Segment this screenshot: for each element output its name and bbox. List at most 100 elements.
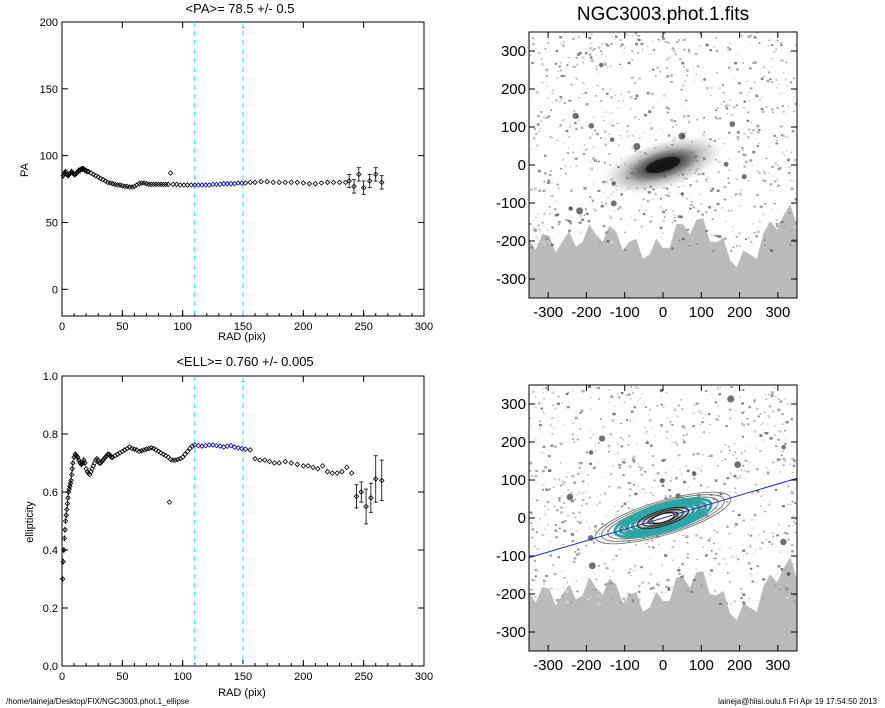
noise-speck <box>701 172 705 176</box>
noise-speck <box>596 595 600 598</box>
field-star <box>572 112 579 119</box>
noise-speck <box>703 78 707 81</box>
noise-speck <box>565 590 569 593</box>
noise-speck <box>717 388 719 390</box>
noise-speck <box>678 572 681 575</box>
noise-speck <box>759 450 762 453</box>
noise-speck <box>537 51 541 55</box>
noise-speck <box>662 219 666 223</box>
noise-speck <box>746 94 748 96</box>
noise-speck <box>778 398 780 400</box>
pa-data-point <box>90 171 97 178</box>
noise-speck <box>726 113 729 115</box>
noise-speck <box>683 80 687 82</box>
noise-speck <box>704 210 708 214</box>
noise-speck <box>716 202 720 206</box>
noise-speck <box>662 130 665 132</box>
noise-speck <box>784 460 787 462</box>
noise-speck <box>664 40 667 43</box>
noise-speck <box>728 453 730 455</box>
noise-speck <box>606 582 610 585</box>
pa-y-tick-label: 0 <box>52 284 58 296</box>
noise-speck <box>556 77 559 79</box>
noise-speck <box>666 392 668 394</box>
noise-speck <box>674 60 676 62</box>
noise-speck <box>560 42 562 44</box>
pa-data-point <box>100 176 106 183</box>
noise-speck <box>764 511 766 513</box>
noise-speck <box>681 479 683 480</box>
noise-speck <box>766 470 770 474</box>
noise-speck <box>784 78 788 81</box>
noise-speck <box>785 420 789 424</box>
noise-speck <box>608 96 611 98</box>
noise-speck <box>632 418 635 421</box>
noise-speck <box>650 492 652 494</box>
noise-speck <box>773 50 776 53</box>
pa-data-point <box>228 180 234 187</box>
noise-speck <box>563 142 565 144</box>
noise-speck <box>554 529 558 533</box>
noise-speck <box>571 475 575 478</box>
noise-speck <box>541 240 544 243</box>
noise-speck <box>750 122 752 123</box>
noise-speck <box>753 420 756 422</box>
noise-speck <box>744 450 746 452</box>
noise-speck <box>634 32 638 35</box>
noise-speck <box>646 440 648 442</box>
noise-speck <box>640 473 643 476</box>
noise-speck <box>610 193 613 196</box>
noise-speck <box>776 534 779 537</box>
noise-speck <box>705 514 709 517</box>
isophote-image-panel: -300 -200 -100 0 100 200 300 3002001000-100-20… <box>496 384 798 674</box>
noise-speck <box>724 458 726 460</box>
noise-speck <box>688 211 690 213</box>
noise-speck <box>709 187 713 190</box>
ell-data-point <box>372 476 379 482</box>
noise-speck <box>561 594 564 597</box>
noise-speck <box>675 123 678 126</box>
noise-speck <box>683 480 687 484</box>
noise-speck <box>741 435 744 438</box>
noise-speck <box>648 540 650 542</box>
noise-speck <box>619 601 623 605</box>
noise-speck <box>535 519 538 522</box>
noise-speck <box>772 461 775 464</box>
ell-data-point <box>64 506 70 513</box>
noise-speck <box>625 601 628 603</box>
noise-speck <box>560 175 562 177</box>
noise-speck <box>547 97 549 99</box>
noise-speck <box>791 544 794 547</box>
noise-speck <box>548 174 552 176</box>
noise-speck <box>753 430 757 433</box>
noise-speck <box>537 239 539 241</box>
noise-speck <box>783 531 787 535</box>
noise-speck <box>735 409 738 412</box>
noise-speck <box>717 465 719 467</box>
noise-speck <box>693 536 696 538</box>
noise-speck <box>790 592 792 594</box>
noise-speck <box>739 409 741 411</box>
noise-speck <box>713 79 715 81</box>
pa-y-tick-label: 200 <box>40 17 58 29</box>
noise-speck <box>755 447 757 449</box>
ell-data-point <box>62 518 69 524</box>
noise-speck <box>714 116 717 119</box>
noise-speck <box>681 575 685 578</box>
noise-speck <box>543 505 546 507</box>
noise-speck <box>690 590 694 593</box>
noise-speck <box>664 495 667 497</box>
field-star <box>609 137 615 142</box>
noise-speck <box>688 245 691 247</box>
noise-speck <box>701 465 703 467</box>
noise-speck <box>695 73 697 75</box>
noise-speck <box>560 62 562 64</box>
ell-data-point <box>252 455 258 462</box>
noise-speck <box>645 431 648 433</box>
image-x-tick-label: -200 <box>571 657 601 674</box>
noise-speck <box>564 172 567 175</box>
noise-speck <box>601 550 604 552</box>
noise-speck <box>551 137 553 139</box>
noise-speck <box>771 410 773 412</box>
